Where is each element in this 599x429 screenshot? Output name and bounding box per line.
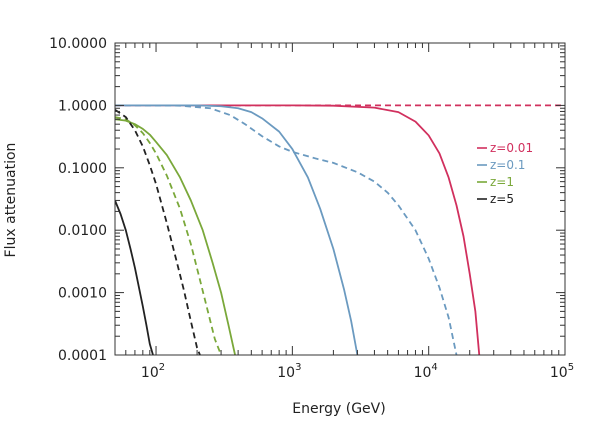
curve-z-0-1-dashed bbox=[115, 104, 458, 355]
x-axis-label: Energy (GeV) bbox=[292, 401, 385, 417]
y-tick-label: 0.1000 bbox=[58, 161, 107, 177]
plot-frame bbox=[114, 42, 566, 356]
legend-label: z=0.1 bbox=[490, 158, 525, 172]
y-tick-label: 0.0001 bbox=[58, 348, 107, 364]
legend-item: z=5 bbox=[477, 192, 514, 206]
y-tick-label: 1.0000 bbox=[58, 98, 107, 114]
legend-label: z=5 bbox=[490, 192, 514, 206]
y-tick-label: 0.0100 bbox=[58, 223, 107, 239]
curve-z-1-dashed bbox=[115, 116, 222, 355]
plot-border bbox=[114, 42, 566, 356]
curve-z-5-dashed bbox=[115, 109, 201, 355]
legend: z=0.01 z=0.1 z=1 z=5 bbox=[477, 141, 533, 206]
legend-label: z=1 bbox=[490, 175, 514, 189]
x-tick-label: 105 bbox=[550, 362, 574, 381]
x-tick-label: 103 bbox=[277, 362, 301, 381]
curves-layer bbox=[115, 104, 565, 355]
legend-label: z=0.01 bbox=[490, 141, 533, 155]
y-axis-label: Flux attenuation bbox=[3, 143, 19, 258]
legend-item: z=0.1 bbox=[477, 158, 525, 172]
x-tick-label: 104 bbox=[414, 362, 438, 381]
legend-item: z=0.01 bbox=[477, 141, 533, 155]
curve-z-0-01-solid bbox=[115, 104, 481, 355]
curve-z-5-solid bbox=[115, 200, 154, 355]
curve-z-0-1-solid bbox=[115, 104, 359, 355]
curve-z-1-solid bbox=[115, 118, 236, 355]
axis-ticks bbox=[114, 42, 566, 356]
y-tick-label: 0.0010 bbox=[58, 286, 107, 302]
y-tick-label: 10.0000 bbox=[49, 36, 107, 52]
legend-item: z=1 bbox=[477, 175, 514, 189]
tick-labels: 102 103 104 105 10.0000 1.0000 0.1000 0.0100 0.0… bbox=[49, 36, 574, 381]
x-tick-label: 102 bbox=[141, 362, 165, 381]
